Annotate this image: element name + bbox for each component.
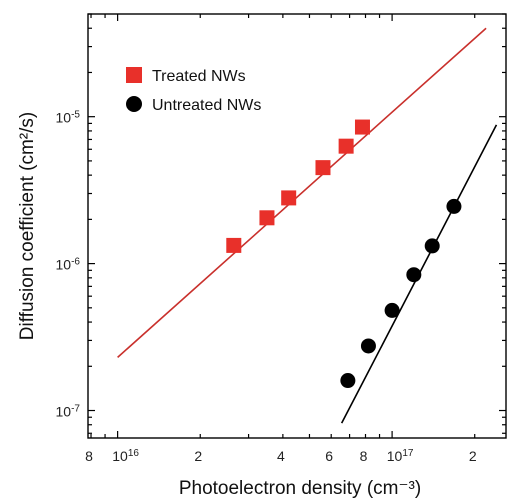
data-point-untreated [384,302,400,318]
data-point-treated [315,160,331,176]
fit-line-series-0 [117,27,487,358]
x-tick-labels: 8 1016 2 4 6 8 1017 2 [85,448,477,465]
data-point-untreated [446,198,462,214]
x-tick-label: 1017 [387,448,414,465]
x-tick-label: 2 [469,448,477,464]
x-tick-label: 4 [277,448,285,464]
data-point-treated [354,119,370,135]
legend-marker-untreated [126,96,142,112]
data-point-treated [259,210,275,226]
data-point-untreated [424,238,440,254]
x-tick-label: 8 [360,448,368,464]
x-tick-label: 2 [194,448,202,464]
x-axis-title: Photoelectron density (cm⁻³) [179,478,421,499]
x-tick-label: 6 [325,448,333,464]
legend-label-untreated: Untreated NWs [152,97,261,114]
legend: Treated NWs Untreated NWs [126,67,261,114]
plot-frame [87,13,507,439]
legend-marker-treated [126,67,142,83]
data-point-treated [281,190,297,206]
y-tick-labels: 10-7 10-6 10-5 [56,109,81,419]
axis-ticks [88,13,506,438]
fit-lines [117,27,498,424]
y-axis-title: Diffusion coefficient (cm²/s) [17,112,38,340]
y-tick-label: 10-7 [56,403,81,420]
data-point-treated [226,237,242,253]
y-tick-label: 10-5 [56,109,81,126]
data-point-untreated [360,338,376,354]
data-points [226,119,462,389]
legend-label-treated: Treated NWs [152,68,246,85]
data-point-treated [338,138,354,154]
y-tick-label: 10-6 [56,256,81,273]
data-point-untreated [340,373,356,389]
data-point-untreated [406,267,422,283]
x-tick-label: 8 [85,448,93,464]
x-tick-label: 1016 [112,448,139,465]
